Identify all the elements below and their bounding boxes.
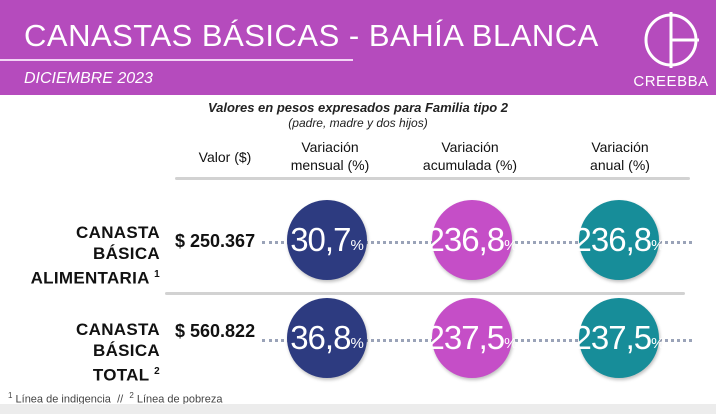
- row-label-total-text: TOTAL: [92, 365, 150, 385]
- row-label-total-line1: CANASTA BÁSICA: [76, 320, 160, 360]
- column-header-acumulada-line2: acumulada (%): [422, 157, 518, 173]
- column-header-mensual-line1: Variación: [301, 139, 359, 155]
- value-acumulada-alimentaria: 236,8: [426, 221, 506, 258]
- circle-mensual-alimentaria: 30,7%: [287, 200, 367, 280]
- title-underline: [0, 59, 353, 61]
- creebba-logo-icon: [639, 8, 703, 90]
- logo-label: CREEBBA: [633, 73, 709, 90]
- row-label-alimentaria-line2: ALIMENTARIA 1: [8, 264, 160, 289]
- report-date: DICIEMBRE 2023: [24, 70, 153, 87]
- column-header-mensual: Variación mensual (%): [270, 138, 390, 174]
- footnote-ref-1: 1: [154, 269, 160, 280]
- percent-sign: %: [504, 334, 518, 352]
- column-header-anual-line1: Variación: [591, 139, 649, 155]
- circle-anual-alimentaria: 236,8%: [574, 200, 664, 280]
- value-alimentaria: $ 250.367: [175, 231, 256, 251]
- row-divider: [165, 292, 685, 295]
- row-label-alimentaria-line1: CANASTA BÁSICA: [76, 223, 160, 263]
- circle-anual-total: 237,5%: [574, 298, 664, 378]
- header-banner: CANASTAS BÁSICAS - BAHÍA BLANCA DICIEMBR…: [0, 0, 716, 95]
- subtitle: Valores en pesos expresados para Familia…: [207, 100, 509, 115]
- footnote-number-2: 2: [129, 391, 134, 400]
- footnote-ref-2: 2: [154, 366, 160, 377]
- row-label-alimentaria-text: ALIMENTARIA: [30, 268, 150, 288]
- percent-sign: %: [651, 236, 665, 254]
- footnote-number-1: 1: [8, 391, 13, 400]
- page-title: CANASTAS BÁSICAS - BAHÍA BLANCA: [24, 18, 599, 53]
- column-header-valor: Valor ($): [185, 148, 265, 166]
- column-header-mensual-line2: mensual (%): [290, 157, 370, 173]
- value-anual-alimentaria: 236,8: [573, 221, 653, 258]
- footnote-text-1: Línea de indigencia: [15, 393, 111, 406]
- bottom-shadow: [0, 404, 716, 414]
- footnote-text-2: Línea de pobreza: [136, 393, 223, 406]
- row-label-total-line2: TOTAL 2: [8, 361, 160, 386]
- value-acumulada-total: 237,5: [426, 319, 506, 356]
- value-mensual-total: 36,8: [290, 319, 351, 356]
- row-label-total: CANASTA BÁSICA TOTAL 2: [8, 319, 160, 386]
- header-divider: [175, 177, 690, 180]
- column-header-valor-text: Valor ($): [198, 149, 252, 165]
- percent-sign: %: [651, 334, 665, 352]
- column-header-acumulada: Variación acumulada (%): [410, 138, 530, 174]
- value-mensual-alimentaria: 30,7: [290, 221, 351, 258]
- circle-acumulada-total: 237,5%: [427, 298, 517, 378]
- circle-acumulada-alimentaria: 236,8%: [427, 200, 517, 280]
- subtitle-note: (padre, madre y dos hijos): [288, 116, 428, 130]
- circle-mensual-total: 36,8%: [287, 298, 367, 378]
- value-anual-total: 237,5: [573, 319, 653, 356]
- percent-sign: %: [350, 334, 364, 352]
- value-total: $ 560.822: [175, 321, 256, 341]
- column-header-acumulada-line1: Variación: [441, 139, 499, 155]
- percent-sign: %: [504, 236, 518, 254]
- footnote-separator: //: [117, 393, 124, 406]
- row-label-alimentaria: CANASTA BÁSICA ALIMENTARIA 1: [8, 222, 160, 289]
- column-header-anual: Variación anual (%): [560, 138, 680, 174]
- column-header-anual-line2: anual (%): [590, 157, 650, 173]
- footnotes: 1 Línea de indigencia // 2 Línea de pobr…: [8, 391, 222, 406]
- percent-sign: %: [350, 236, 364, 254]
